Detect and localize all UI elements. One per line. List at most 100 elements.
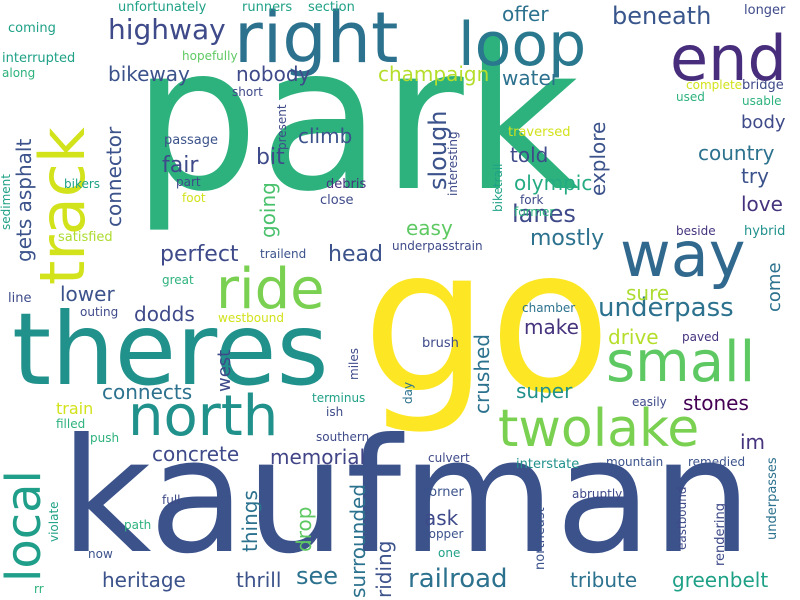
word-southern: southern xyxy=(316,430,370,444)
word-highway: highway xyxy=(108,13,226,46)
word-track: track xyxy=(26,127,99,285)
word-trailend: trailend xyxy=(260,247,307,261)
word-greenbelt: greenbelt xyxy=(672,568,769,592)
word-see: see xyxy=(296,562,339,590)
word-crushed: crushed xyxy=(470,334,494,414)
word-bit: bit xyxy=(256,145,285,170)
word-climb: climb xyxy=(298,124,353,148)
word-fork: fork xyxy=(520,193,544,207)
word-interstate: interstate xyxy=(516,457,580,472)
word-drive: drive xyxy=(608,325,659,349)
word-sure: sure xyxy=(626,281,670,305)
word-beneath: beneath xyxy=(612,2,712,30)
word-line: line xyxy=(8,291,32,306)
word-one: one xyxy=(438,546,461,560)
word-train: train xyxy=(56,399,94,418)
word-concrete: concrete xyxy=(152,442,240,466)
word-debris: debris xyxy=(326,177,367,192)
word-asphalt: asphalt xyxy=(12,138,36,213)
word-things: things xyxy=(238,490,262,552)
word-twolake: twolake xyxy=(498,399,700,459)
word-push: push xyxy=(90,431,120,445)
word-filled: filled xyxy=(56,417,86,431)
word-full: full xyxy=(162,493,181,507)
word-satisfied: satisfied xyxy=(58,230,113,245)
word-connects: connects xyxy=(102,380,193,404)
word-corner: corner xyxy=(422,485,464,500)
word-go: go xyxy=(362,205,612,438)
word-rendering: rendering xyxy=(713,503,728,566)
word-runners: runners xyxy=(242,0,293,15)
word-former: former xyxy=(514,205,555,219)
word-dodds: dodds xyxy=(134,302,195,326)
word-tribute: tribute xyxy=(570,568,638,592)
word-memorial: memorial xyxy=(270,445,366,469)
word-water: water xyxy=(502,66,559,90)
word-champaign: champaign xyxy=(378,62,490,86)
word-westbound: westbound xyxy=(218,311,284,325)
word-small: small xyxy=(606,330,756,395)
word-easy: easy xyxy=(406,216,453,240)
word-gets-asphalt: gets asphalt xyxy=(12,138,36,262)
word-close: close xyxy=(320,193,354,208)
word-unfortunately: unfortunately xyxy=(118,0,207,15)
word-underpasses: underpasses xyxy=(765,457,780,540)
word-way: way xyxy=(620,218,746,291)
word-interesting: interesting xyxy=(446,131,460,196)
word-theres: theres xyxy=(12,291,329,408)
word-connector: connector xyxy=(102,126,126,227)
word-present: present xyxy=(275,104,289,150)
word-beside: beside xyxy=(676,224,716,238)
word-outing: outing xyxy=(80,305,119,319)
word-paved: paved xyxy=(682,330,720,344)
word-thrill: thrill xyxy=(236,568,282,592)
word-eastbound: eastbound xyxy=(675,486,689,550)
word-rr: rr xyxy=(34,582,44,596)
word-offer: offer xyxy=(502,2,549,26)
word-bridge: bridge xyxy=(742,78,784,93)
word-bikers: bikers xyxy=(64,177,101,191)
word-north: north xyxy=(128,384,279,449)
word-hopefully: hopefully xyxy=(182,49,238,63)
word-mostly: mostly xyxy=(530,226,605,251)
word-try: try xyxy=(741,164,769,188)
word-miles: miles xyxy=(347,348,361,380)
word-riding: riding xyxy=(372,540,396,598)
word-heritage: heritage xyxy=(102,568,186,592)
word-remedied: remedied xyxy=(688,455,746,469)
word-going: going xyxy=(256,182,280,238)
word-im: im xyxy=(740,430,766,454)
word-end: end xyxy=(670,22,787,95)
word-terminus: terminus xyxy=(312,391,366,405)
word-usable: usable xyxy=(742,94,782,108)
word-make: make xyxy=(524,315,579,339)
word-stones: stones xyxy=(683,391,749,415)
word-northeast: northeast xyxy=(533,507,548,570)
word-sediment: sediment xyxy=(0,174,13,230)
word-park: park xyxy=(132,3,580,236)
word-fair: fair xyxy=(162,153,199,178)
word-longer: longer xyxy=(744,3,786,18)
word-interrupted: interrupted xyxy=(2,51,76,66)
word-part: part xyxy=(176,175,201,189)
word-passage: passage xyxy=(164,133,218,148)
word-along: along xyxy=(2,66,36,80)
word-foot: foot xyxy=(182,191,206,205)
word-violate: violate xyxy=(47,501,61,542)
word-olympic: olympic xyxy=(514,171,593,195)
word-chamber: chamber xyxy=(522,301,576,315)
word-perfect: perfect xyxy=(160,242,239,267)
word-biketrail: biketrail xyxy=(491,163,505,212)
word-lower: lower xyxy=(60,282,115,306)
word-love: love xyxy=(741,192,783,216)
word-day: day xyxy=(401,381,415,404)
word-brush: brush xyxy=(422,336,459,351)
word-come: come xyxy=(764,262,785,312)
word-loop: loop xyxy=(458,10,587,80)
word-head: head xyxy=(328,242,383,267)
word-easily: easily xyxy=(632,395,667,409)
word-drop: drop xyxy=(292,506,316,552)
word-body: body xyxy=(741,112,786,133)
word-explore: explore xyxy=(586,121,610,196)
